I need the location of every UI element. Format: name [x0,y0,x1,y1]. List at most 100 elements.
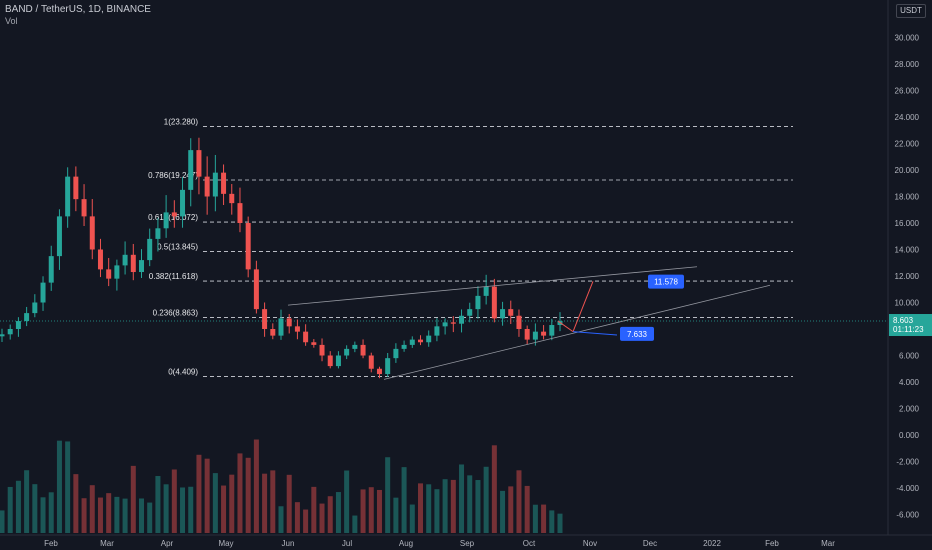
volume-bar [450,479,456,533]
y-tick-label: 2.000 [899,405,920,414]
volume-bar [376,489,382,533]
volume-bar [385,457,391,533]
volume-bar [368,487,374,533]
candle-body [81,199,87,217]
volume-bar [245,457,251,533]
candle-body [459,315,465,324]
candle-body [426,335,432,343]
candle-body [303,331,309,343]
volume-bar [483,466,489,533]
candle-body [524,329,530,340]
y-tick-label: 30.000 [895,34,920,43]
volume-bar [204,458,210,533]
candle-body [532,331,538,340]
candle-body [253,269,259,310]
candle-body [516,315,522,329]
volume-bar [524,485,530,533]
lower-trendline [383,284,771,380]
candle-body [376,368,382,375]
candle-body [549,325,555,336]
volume-bar [319,503,325,533]
y-tick-label: 0.000 [899,431,920,440]
candle-body [188,150,194,190]
x-tick-label: Jun [282,539,295,548]
candle-body [434,326,440,336]
target-badge [620,326,654,341]
volume-bar [393,497,399,533]
candle-body [171,212,177,217]
currency-badge[interactable]: USDT [896,4,926,18]
candle-body [286,318,292,327]
last-price-value: 8.603 [893,316,914,325]
candle-body [73,176,79,200]
x-tick-label: May [218,539,233,548]
candle-body [114,265,120,279]
candle-body [155,228,161,239]
volume-bar [7,486,13,533]
x-tick-label: Jul [342,539,352,548]
candle-body [147,238,153,261]
volume-bar [344,470,350,533]
volume-bar [409,504,415,533]
y-tick-label: 6.000 [899,352,920,361]
volume-label: Vol [5,16,18,26]
candle-body [106,269,112,279]
y-tick-label: 8.000 [899,325,920,334]
candle-body [352,344,358,349]
volume-bar [147,502,153,533]
x-tick-label: Mar [100,539,114,548]
volume-bar [40,497,46,533]
candle-body [56,216,62,257]
candle-body [311,342,317,345]
volume-bar [73,474,79,533]
volume-bar [139,498,144,533]
y-tick-label: -6.000 [896,511,919,520]
volume-bar [89,485,95,533]
volume-bar [97,497,103,533]
candle-body [221,172,227,194]
volume-bar [24,470,30,533]
y-tick-label: 16.000 [895,219,920,228]
y-tick-label: 26.000 [895,87,920,96]
fib-level-label: 0.382(11.618) [149,272,199,281]
y-tick-label: 14.000 [895,246,920,255]
candle-body [204,176,210,197]
candle-body [122,254,128,266]
fib-level-label: 0.618(16.072) [148,213,198,222]
volume-bar [237,453,243,533]
target-badge-label: 7.633 [627,330,648,339]
candle-body [344,348,350,356]
y-tick-label: 22.000 [895,140,920,149]
chart-title: BAND / TetherUS, 1D, BINANCE [5,4,151,15]
x-tick-label: Apr [161,539,174,548]
x-tick-label: Feb [44,539,58,548]
volume-bar [32,484,38,533]
candle-body [401,344,407,349]
candle-body [7,329,13,335]
volume-bar [418,483,423,533]
y-tick-label: 4.000 [899,378,920,387]
volume-bar [65,441,71,533]
candle-body [491,286,497,319]
y-tick-label: 18.000 [895,193,920,202]
volume-bar [549,510,555,533]
volume-bar [500,490,506,533]
fib-level-label: 0(4.409) [168,368,198,377]
volume-bar [0,510,5,533]
fib-level-label: 1(23.280) [164,118,199,127]
x-tick-label: Mar [821,539,835,548]
candle-countdown: 01:11:23 [893,325,924,334]
candle-body [229,193,235,204]
candle-body [409,339,415,345]
candle-body [442,322,448,327]
volume-bar [262,473,268,533]
volume-bar [327,496,333,533]
y-tick-label: 20.000 [895,166,920,175]
fib-level-label: 0.786(19.247) [148,171,198,180]
projection-down-arrow [572,331,618,336]
candle-body [483,286,489,296]
y-tick-label: 24.000 [895,113,920,122]
candle-body [89,216,95,250]
candle-body [65,176,71,217]
